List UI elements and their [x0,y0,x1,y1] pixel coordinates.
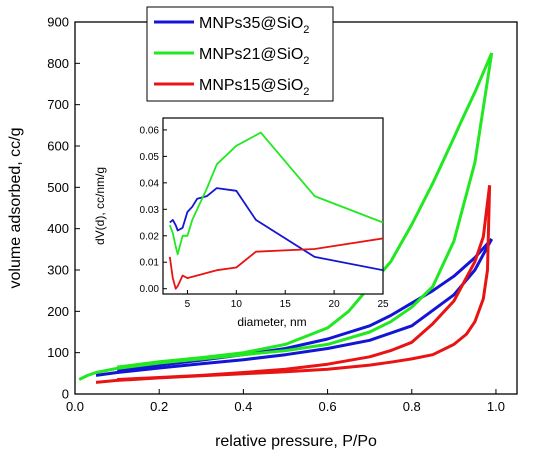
inset-y-tick-label: 0.04 [140,178,160,189]
main-plot: 0.0 0.2 0.4 0.6 0.8 1.0 0 100 200 300 400 500 600 70… [7,15,518,450]
inset-y-tick-label: 0.06 [140,125,160,136]
main-y-tick-label: 900 [47,15,69,30]
inset-series-mnps15-sio2-line [168,237,384,290]
main-x-tick-label: 0.6 [319,399,337,414]
legend-label-base: MNPs21@SiO [199,46,303,63]
inset-series-mnps21-sio2-line [168,131,384,256]
main-x-tick-label: 0.4 [234,399,252,414]
main-x-axis-label: relative pressure, P/Po [215,433,377,450]
main-y-tick-label: 800 [47,56,69,71]
inset-x-tick-label: 10 [231,299,243,310]
main-x-axis-ticks: 0.0 0.2 0.4 0.6 0.8 1.0 [66,389,505,414]
inset-x-tick-label: 15 [280,299,292,310]
inset-y-axis-label: dV(d), cc/nm/g [93,167,107,245]
main-y-axis-ticks: 0 100 200 300 400 500 600 700 800 900 [47,15,80,402]
main-y-tick-label: 200 [47,304,69,319]
series-mnps21-sio2-adsorption-line [78,52,494,381]
legend-label-base: MNPs35@SiO [199,15,303,32]
legend-label-base: MNPs15@SiO [199,77,303,94]
inset-y-tick-label: 0.01 [140,258,160,269]
main-series-group [78,52,494,384]
inset-x-tick-label: 20 [329,299,341,310]
inset-plot-frame [162,117,384,295]
inset-x-tick-label: 25 [377,299,389,310]
inset-x-tick-label: 5 [185,299,191,310]
legend-label: MNPs15@SiO2 [199,77,309,98]
inset-series-mnps35-sio2-line [169,187,384,272]
main-y-tick-label: 100 [47,345,69,360]
main-x-tick-label: 0.2 [150,399,168,414]
inset-x-axis-label: diameter, nm [237,315,306,329]
series-mnps35-sio2-adsorption-line [95,238,494,377]
legend-label: MNPs21@SiO2 [199,46,309,67]
inset-y-tick-label: 0.03 [140,205,160,216]
series-mnps15-sio2-desorption-line [117,185,492,381]
main-y-tick-label: 500 [47,180,69,195]
main-y-tick-label: 600 [47,139,69,154]
main-y-tick-label: 0 [62,387,69,402]
main-y-tick-label: 700 [47,97,69,112]
inset-y-axis-ticks: 0.00 0.01 0.02 0.03 0.04 0.05 0.06 [140,125,167,295]
main-x-tick-label: 0.0 [66,399,84,414]
main-x-tick-label: 1.0 [487,399,505,414]
main-y-tick-label: 300 [47,263,69,278]
legend-label-subscript: 2 [303,86,309,98]
inset-plot: 5 10 15 20 25 0.00 0.01 0.02 0.03 0.04 0.05 0.06 d… [93,117,389,329]
inset-y-tick-label: 0.02 [140,231,160,242]
main-y-tick-label: 400 [47,221,69,236]
inset-y-tick-label: 0.00 [140,284,160,295]
inset-series-group [168,131,384,290]
legend-label: MNPs35@SiO2 [199,15,309,36]
legend-label-subscript: 2 [303,55,309,67]
main-x-tick-label: 0.8 [403,399,421,414]
legend-label-subscript: 2 [303,24,309,36]
inset-x-axis-ticks: 5 10 15 20 25 [185,290,389,310]
main-y-axis-label: volume adsorbed, cc/g [7,128,24,289]
inset-y-tick-label: 0.05 [140,152,160,163]
